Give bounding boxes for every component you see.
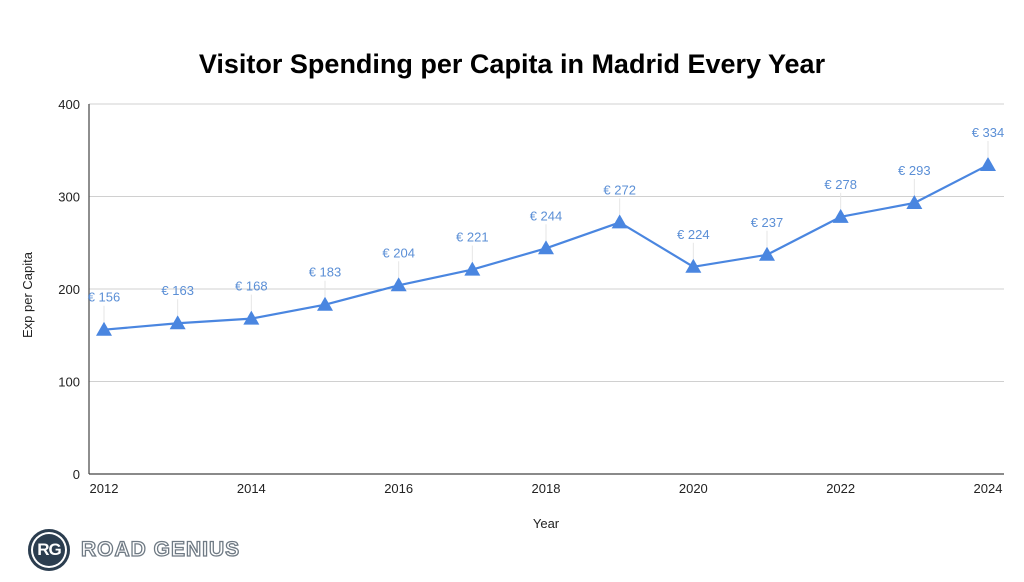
y-axis-title: Exp per Capita — [20, 251, 35, 338]
data-label-2017: € 221 — [456, 230, 489, 245]
x-tick-label-2020: 2020 — [679, 481, 708, 496]
data-point-2013 — [169, 315, 186, 330]
data-label-2015: € 183 — [309, 265, 342, 280]
y-tick-label-300: 300 — [58, 190, 80, 205]
x-tick-label-2016: 2016 — [384, 481, 413, 496]
x-tick-label-2018: 2018 — [532, 481, 561, 496]
data-label-2012: € 156 — [88, 290, 121, 305]
data-label-2022: € 278 — [824, 177, 857, 192]
data-label-2016: € 204 — [382, 245, 415, 260]
data-label-2020: € 224 — [677, 227, 710, 242]
data-label-2021: € 237 — [751, 215, 784, 230]
logo-initials: RG — [37, 540, 61, 559]
data-label-2023: € 293 — [898, 163, 931, 178]
data-point-2018 — [538, 240, 554, 255]
data-label-2018: € 244 — [530, 208, 563, 223]
data-point-2016 — [390, 277, 407, 292]
data-label-2013: € 163 — [161, 283, 194, 298]
data-label-2024: € 334 — [972, 125, 1005, 140]
data-point-2023 — [906, 194, 923, 209]
data-point-2014 — [243, 310, 260, 325]
y-tick-label-200: 200 — [58, 282, 80, 297]
y-tick-label-0: 0 — [73, 467, 80, 482]
gridlines — [89, 103, 1004, 382]
chart-title: Visitor Spending per Capita in Madrid Ev… — [199, 49, 826, 79]
logo-badge-icon: RG — [28, 529, 70, 571]
road-genius-logo: RG ROAD GENIUS — [28, 529, 240, 571]
x-tick-label-2022: 2022 — [826, 481, 855, 496]
x-axis-title: Year — [533, 516, 560, 531]
x-tick-label-2014: 2014 — [237, 481, 266, 496]
data-point-2012 — [96, 321, 112, 336]
x-tick-label-2012: 2012 — [90, 481, 119, 496]
data-point-2020 — [685, 258, 702, 273]
data-point-2017 — [464, 261, 481, 276]
data-point-2019 — [611, 214, 628, 229]
x-tick-label-2024: 2024 — [974, 481, 1003, 496]
y-tick-label-400: 400 — [58, 97, 80, 112]
x-axis-ticks: 2012 2014 2016 2018 2020 2022 2024 — [90, 481, 1003, 496]
data-label-2014: € 168 — [235, 279, 268, 294]
data-label-2019: € 272 — [603, 182, 636, 197]
data-point-2021 — [759, 246, 775, 261]
logo-wordmark: ROAD GENIUS — [80, 537, 241, 561]
data-point-2024 — [980, 157, 996, 172]
series-group: € 156 € 163 € 168 € 183 € 204 € 221 € 244 € 272… — [88, 125, 1005, 336]
y-tick-label-100: 100 — [58, 375, 80, 390]
y-axis-ticks: 0 100 200 300 400 — [58, 97, 80, 482]
data-point-2015 — [317, 296, 333, 311]
data-point-2022 — [832, 208, 849, 223]
